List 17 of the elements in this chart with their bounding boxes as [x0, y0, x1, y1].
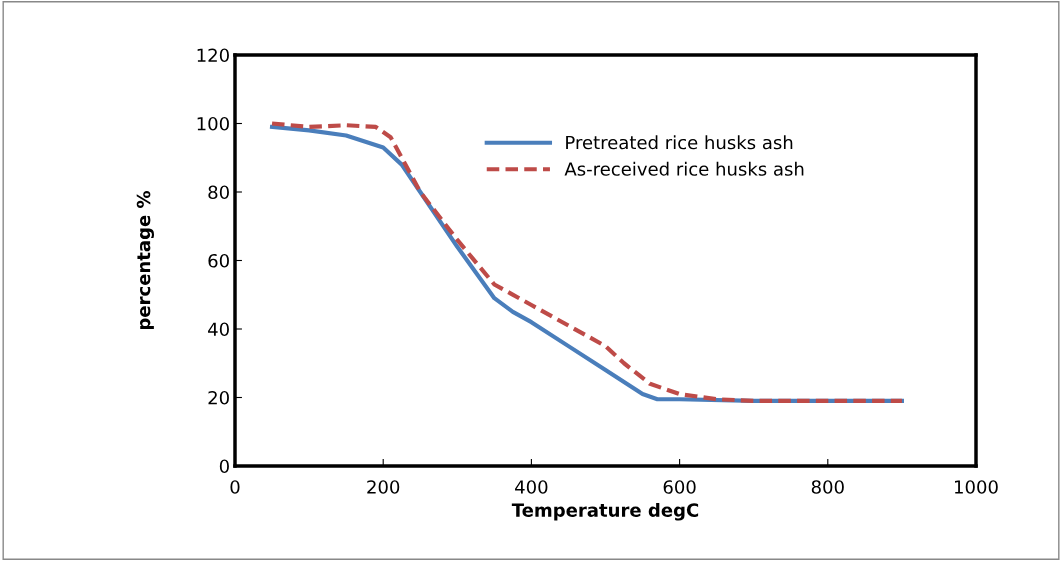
y-tick-label: 40: [208, 322, 229, 337]
legend-label: As-received rice husks ash: [564, 161, 804, 176]
y-axis-title: percentage %: [136, 190, 155, 330]
x-tick-label: 200: [367, 480, 400, 494]
x-tick-label: 0: [230, 480, 240, 494]
x-tick-label: 600: [663, 480, 696, 494]
y-tick-label: 60: [208, 253, 229, 268]
y-tick-label: 80: [208, 185, 229, 200]
y-tick-label: 20: [208, 390, 229, 405]
x-axis-title: Temperature degC: [511, 502, 699, 521]
x-tick-label: 800: [811, 480, 844, 494]
x-tick-label: 1000: [955, 480, 998, 494]
legend-label: Pretreated rice husks ash: [566, 135, 793, 150]
y-tick-label: 100: [197, 116, 229, 131]
x-tick-label: 400: [515, 480, 548, 494]
y-tick-label: 120: [197, 48, 229, 63]
y-tick-label: 0: [219, 459, 229, 474]
